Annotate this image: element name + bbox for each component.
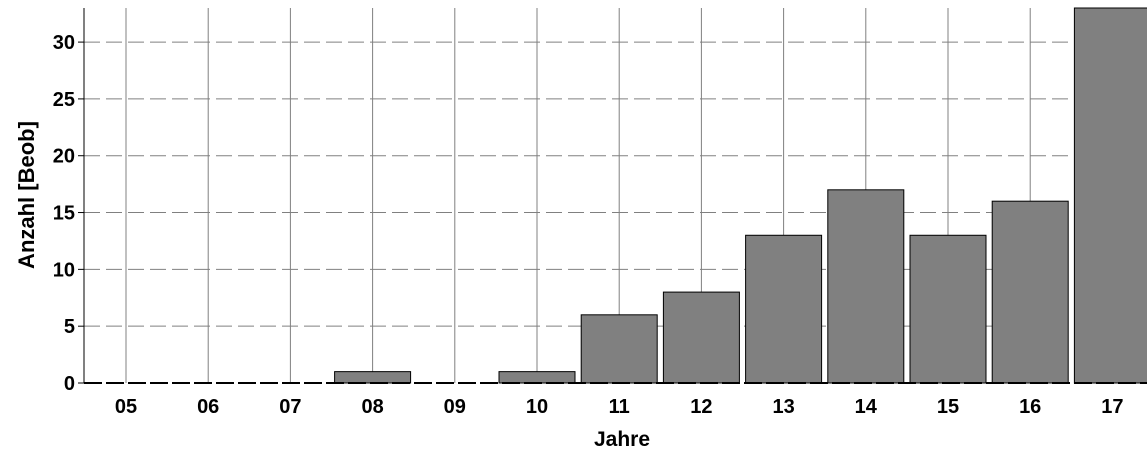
bar-10 — [498, 371, 576, 384]
x-tick-label-12: 12 — [690, 396, 712, 418]
y-tick-label-10: 10 — [53, 259, 75, 281]
x-tick-label-13: 13 — [772, 396, 794, 418]
bars-layer — [334, 7, 1147, 384]
x-tick-label-08: 08 — [361, 396, 383, 418]
bar-08 — [334, 371, 412, 384]
x-tick-label-10: 10 — [526, 396, 548, 418]
x-tick-label-17: 17 — [1101, 396, 1123, 418]
x-axis-title: Jahre — [594, 428, 650, 451]
y-tick-label-5: 5 — [64, 316, 75, 338]
bar-16 — [991, 200, 1069, 384]
x-tick-label-05: 05 — [115, 396, 137, 418]
bar-15 — [909, 234, 987, 384]
y-tick-label-25: 25 — [53, 89, 75, 111]
x-tick-label-15: 15 — [937, 396, 959, 418]
bar-14 — [827, 189, 905, 384]
axes-layer — [78, 8, 1147, 384]
y-tick-label-15: 15 — [53, 203, 75, 225]
x-tick-label-07: 07 — [279, 396, 301, 418]
y-tick-label-30: 30 — [53, 32, 75, 54]
y-tick-labels: 0 5 10 15 20 25 30 — [53, 32, 75, 395]
y-tick-label-20: 20 — [53, 146, 75, 168]
x-tick-label-09: 09 — [444, 396, 466, 418]
bar-17 — [1073, 7, 1147, 384]
x-tick-label-16: 16 — [1019, 396, 1041, 418]
x-tick-label-14: 14 — [855, 396, 878, 418]
y-axis-title: Anzahl [Beob] — [14, 121, 39, 269]
x-tick-label-11: 11 — [609, 396, 630, 418]
y-tick-label-0: 0 — [64, 373, 75, 395]
x-tick-label-06: 06 — [197, 396, 219, 418]
bar-11 — [580, 314, 658, 384]
bar-12 — [662, 291, 740, 384]
bar-13 — [745, 234, 823, 384]
x-tick-labels: 05 06 07 08 09 10 11 12 13 14 15 16 17 — [115, 396, 1124, 418]
